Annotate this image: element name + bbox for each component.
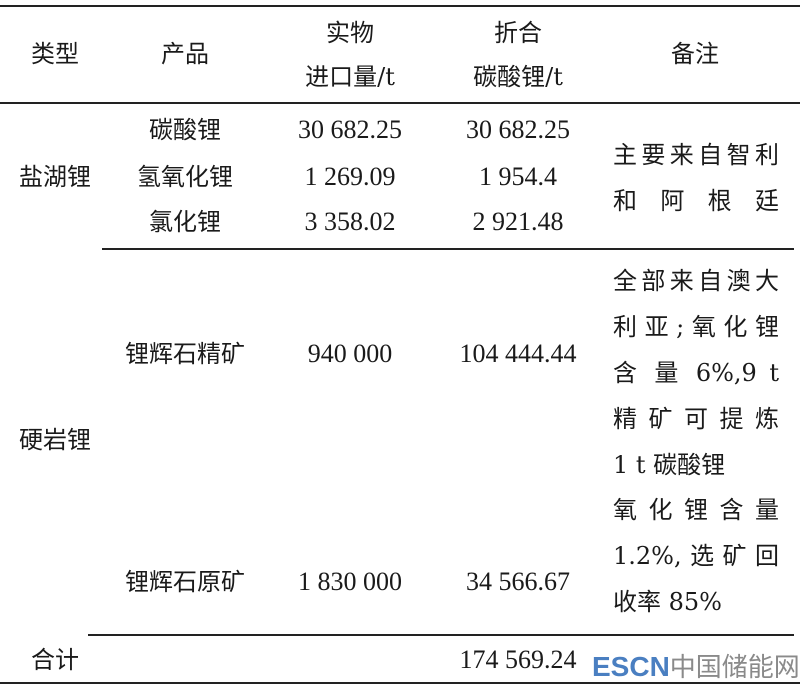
equiv-cell: 104 444.44 bbox=[459, 339, 577, 368]
group-separator-rule bbox=[102, 248, 794, 250]
physical-cell: 940 000 bbox=[307, 339, 393, 368]
remark-line: 主要来自智利 bbox=[613, 141, 779, 169]
escn-watermark-logo: ESCN中国储能网 bbox=[592, 650, 800, 684]
header-product: 产品 bbox=[161, 40, 209, 68]
remark-line: 和阿根廷 bbox=[613, 187, 779, 215]
top-rule bbox=[0, 5, 800, 7]
product-cell: 氢氧化锂 bbox=[137, 163, 233, 191]
total-separator-rule bbox=[88, 634, 794, 636]
remark-concentrate: 全部来自澳大 利亚;氧化锂 含 量 6%,9 t 精 矿 可 提 炼 1 t 碳… bbox=[613, 258, 779, 488]
equiv-cell: 30 682.25 bbox=[466, 115, 570, 144]
header-equiv-line1: 折合 bbox=[494, 19, 542, 47]
physical-cell: 1 830 000 bbox=[298, 567, 402, 596]
physical-cell: 30 682.25 bbox=[298, 115, 402, 144]
remark-line: 全部来自澳大 bbox=[613, 267, 779, 295]
product-cell: 锂辉石原矿 bbox=[125, 568, 245, 596]
header-physical-line2: 进口量/t bbox=[305, 63, 395, 91]
header-physical-line1: 实物 bbox=[326, 19, 374, 47]
watermark-latin: ESCN bbox=[592, 651, 670, 682]
equiv-cell: 1 954.4 bbox=[479, 162, 557, 191]
remark-line: 精 矿 可 提 炼 bbox=[613, 405, 779, 433]
header-equiv-line2: 碳酸锂/t bbox=[473, 63, 563, 91]
physical-cell: 1 269.09 bbox=[304, 162, 396, 191]
remark-line: 1 t 碳酸锂 bbox=[613, 451, 726, 479]
equiv-cell: 2 921.48 bbox=[472, 207, 564, 236]
product-cell: 碳酸锂 bbox=[149, 116, 221, 144]
remark-salt-lake: 主要来自智利 和阿根廷 bbox=[613, 132, 779, 224]
product-cell: 氯化锂 bbox=[149, 208, 221, 236]
remark-line: 1.2%,选矿回 bbox=[613, 542, 779, 570]
product-cell: 锂辉石精矿 bbox=[125, 340, 245, 368]
header-remark: 备注 bbox=[671, 40, 719, 68]
total-equiv: 174 569.24 bbox=[459, 645, 577, 674]
header-rule bbox=[0, 102, 800, 104]
physical-cell: 3 358.02 bbox=[304, 207, 396, 236]
bottom-rule bbox=[0, 682, 800, 684]
equiv-cell: 34 566.67 bbox=[466, 567, 570, 596]
remark-raw-ore: 氧 化 锂 含 量 1.2%,选矿回 收率 85% bbox=[613, 487, 779, 625]
remark-line: 氧 化 锂 含 量 bbox=[613, 496, 779, 524]
group-type-salt-lake: 盐湖锂 bbox=[19, 163, 91, 191]
remark-line: 利亚;氧化锂 bbox=[613, 313, 779, 341]
watermark-cjk: 中国储能网 bbox=[669, 652, 800, 682]
total-label: 合计 bbox=[31, 646, 79, 674]
remark-line: 含 量 6%,9 t bbox=[613, 359, 779, 387]
header-type: 类型 bbox=[31, 40, 79, 68]
remark-line: 收率 85% bbox=[613, 588, 722, 616]
group-type-hard-rock: 硬岩锂 bbox=[19, 426, 91, 454]
